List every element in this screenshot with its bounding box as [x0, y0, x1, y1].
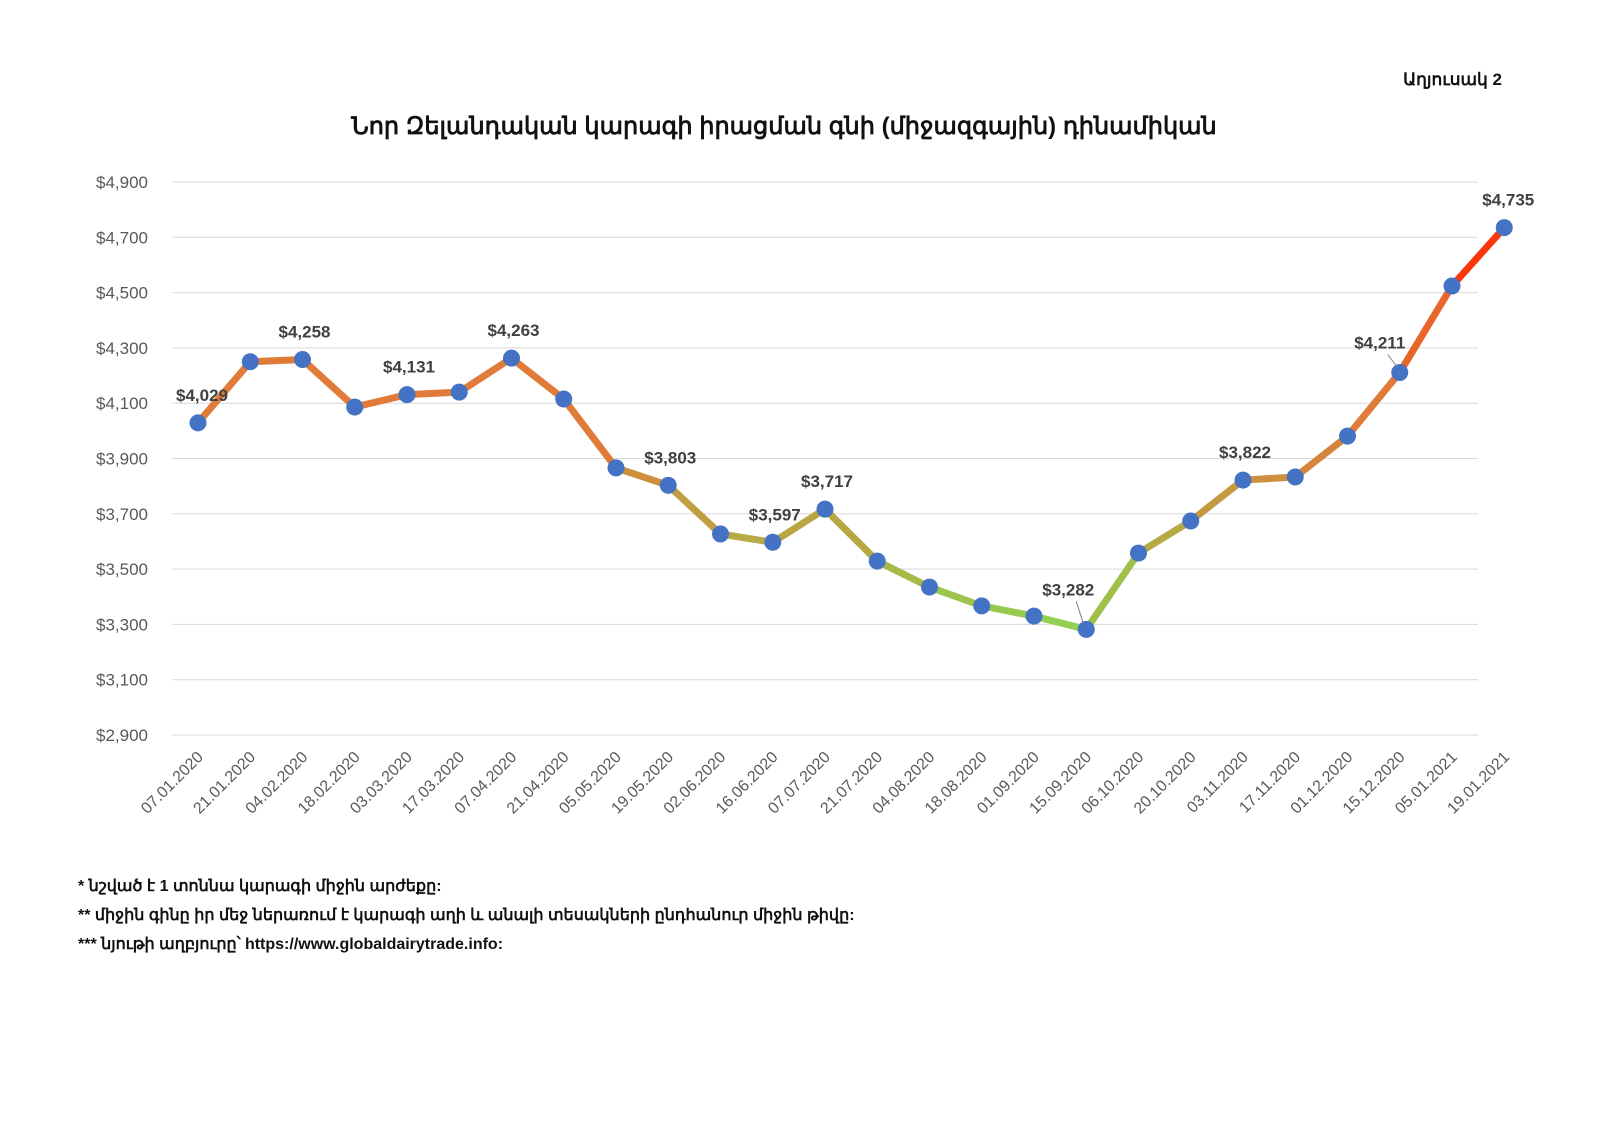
data-point	[1339, 427, 1356, 445]
data-label: $3,717	[801, 472, 853, 491]
data-point	[1391, 364, 1409, 382]
data-label: $4,029	[176, 386, 228, 405]
data-label: $4,735	[1482, 191, 1534, 210]
line-segment	[1396, 282, 1456, 377]
y-tick-label: $2,900	[96, 726, 148, 745]
line-segment	[194, 358, 254, 427]
data-label: $3,597	[749, 505, 801, 524]
y-tick-label: $4,300	[96, 339, 148, 358]
data-point	[1077, 620, 1095, 638]
y-tick-label: $4,100	[96, 394, 148, 413]
line-segment	[769, 505, 829, 546]
line-segment	[926, 583, 986, 610]
y-tick-label: $3,900	[96, 450, 148, 469]
data-label: $4,131	[383, 358, 435, 377]
line-segment	[351, 391, 411, 411]
line-segment	[403, 388, 463, 399]
line-segment	[1187, 476, 1247, 525]
line-segment	[1030, 612, 1090, 633]
line-segment	[1448, 224, 1508, 290]
data-point	[189, 414, 207, 432]
data-point	[555, 390, 573, 408]
data-point	[921, 578, 938, 596]
footnotes: * նշված է 1 տոննա կարագի միջին արժեքը: *…	[78, 872, 855, 959]
y-tick-label: $4,500	[96, 284, 148, 303]
footnote: *** նյութի աղբյուրը՝ https://www.globald…	[78, 936, 504, 953]
y-tick-label: $4,900	[96, 173, 148, 192]
chart-title: Նոր Զելանդական կարագի իրացման գնի (միջազ…	[351, 113, 1217, 140]
data-point	[659, 476, 677, 494]
data-point	[450, 383, 468, 401]
data-point	[1182, 512, 1200, 530]
line-segment	[717, 530, 777, 546]
leader-line	[1075, 601, 1084, 624]
data-label: $4,211	[1354, 334, 1405, 353]
data-point	[712, 525, 729, 543]
data-point	[1495, 219, 1513, 237]
line-segment	[246, 356, 306, 366]
line-segment	[1291, 432, 1351, 481]
data-point	[607, 459, 625, 477]
page-tag: Աղյուսակ 2	[1403, 70, 1502, 89]
y-tick-label: $4,700	[96, 228, 148, 247]
footnote: * նշված է 1 տոննա կարագի միջին արժեքը:	[78, 878, 442, 895]
data-point	[1025, 607, 1043, 625]
y-tick-label: $3,100	[96, 671, 148, 690]
data-point	[294, 351, 311, 369]
y-tick-label: $3,300	[96, 615, 148, 634]
data-point	[398, 386, 416, 404]
data-label: $3,282	[1042, 580, 1094, 599]
data-point	[764, 533, 782, 551]
line-segment	[1135, 517, 1195, 557]
data-point	[973, 597, 991, 615]
line-segment	[1344, 369, 1404, 440]
line-segment	[508, 354, 568, 403]
data-label: $4,263	[488, 321, 540, 340]
line-segment	[1239, 473, 1299, 484]
line-segment	[821, 505, 881, 565]
line-segment	[664, 481, 724, 538]
data-label: $3,803	[644, 448, 696, 467]
data-point	[1130, 544, 1147, 562]
data-point	[346, 398, 364, 416]
line-segment	[560, 395, 620, 472]
data-label: $3,822	[1219, 443, 1271, 462]
line-segment	[612, 464, 672, 489]
footnote: ** միջին գինը իր մեջ ներառում է կարագի ա…	[78, 907, 855, 924]
line-segment	[299, 356, 359, 411]
data-point	[816, 500, 834, 518]
data-point	[241, 353, 259, 371]
data-point	[1234, 471, 1252, 489]
line-segment	[978, 602, 1038, 620]
line-segment	[873, 557, 933, 591]
y-tick-label: $3,500	[96, 560, 148, 579]
data-point	[1443, 277, 1461, 295]
leader-line	[1387, 354, 1398, 367]
line-segment	[1082, 549, 1142, 633]
line-segment	[455, 354, 515, 396]
y-tick-label: $3,700	[96, 505, 148, 524]
data-point	[868, 552, 886, 570]
data-point	[503, 349, 520, 367]
data-point	[1286, 468, 1304, 486]
data-label: $4,258	[279, 323, 331, 342]
